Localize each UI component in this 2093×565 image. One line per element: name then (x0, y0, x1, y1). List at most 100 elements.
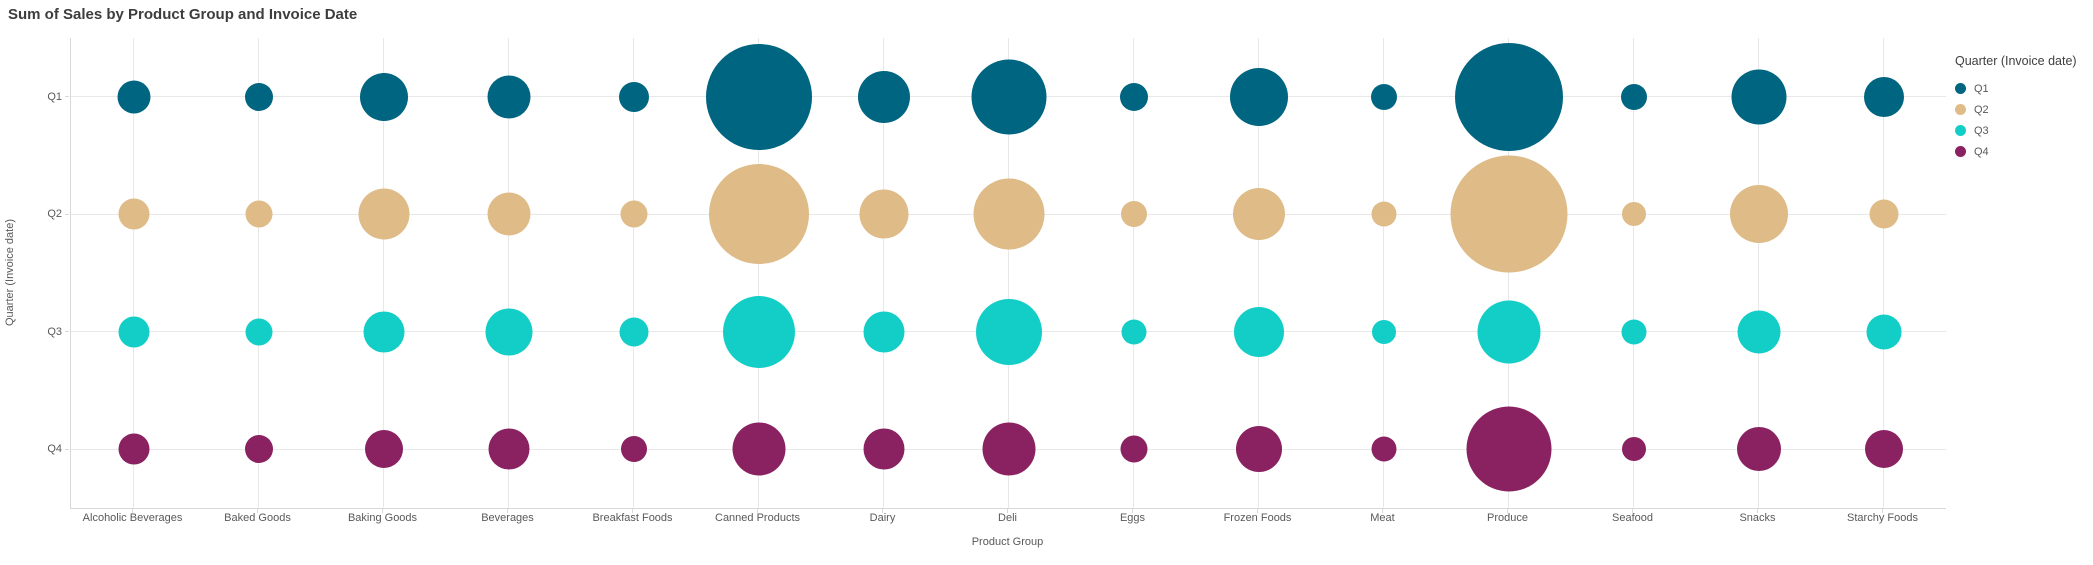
bubble-alcoholic-beverages-q1[interactable] (117, 80, 150, 114)
bubble-beverages-q3[interactable] (485, 308, 532, 356)
bubble-snacks-q4[interactable] (1736, 427, 1781, 472)
bubble-breakfast-foods-q4[interactable] (620, 436, 647, 463)
x-axis-label-baking-goods: Baking Goods (347, 512, 418, 524)
x-axis-tick (1882, 509, 1883, 513)
bubble-seafood-q3[interactable] (1621, 319, 1646, 345)
bubble-frozen-foods-q2[interactable] (1232, 188, 1285, 241)
vertical-gridline (883, 38, 884, 508)
bubble-dairy-q4[interactable] (863, 428, 904, 470)
x-axis-tick (757, 509, 758, 513)
bubble-alcoholic-beverages-q2[interactable] (118, 198, 149, 230)
bubble-frozen-foods-q1[interactable] (1229, 67, 1288, 126)
y-axis-tick (65, 213, 69, 215)
bubble-snacks-q3[interactable] (1737, 310, 1780, 354)
y-axis-tick (65, 96, 69, 98)
bubble-seafood-q4[interactable] (1621, 437, 1646, 462)
bubble-produce-q3[interactable] (1477, 300, 1540, 364)
bubble-seafood-q2[interactable] (1621, 202, 1646, 227)
legend-swatch-q2 (1955, 104, 1966, 115)
bubble-baked-goods-q3[interactable] (245, 318, 272, 346)
bubble-snacks-q1[interactable] (1731, 69, 1786, 125)
bubble-baking-goods-q4[interactable] (364, 430, 403, 469)
bubble-canned-products-q3[interactable] (722, 295, 795, 368)
bubble-starchy-foods-q1[interactable] (1863, 76, 1904, 117)
bubble-frozen-foods-q3[interactable] (1233, 306, 1284, 357)
bubble-beverages-q1[interactable] (487, 75, 530, 119)
x-axis-tick (1632, 509, 1633, 513)
bubble-starchy-foods-q4[interactable] (1864, 430, 1903, 469)
bubble-dairy-q2[interactable] (859, 189, 908, 239)
bubble-deli-q3[interactable] (975, 298, 1042, 365)
bubble-eggs-q3[interactable] (1121, 319, 1146, 345)
bubble-baked-goods-q2[interactable] (245, 200, 272, 228)
legend-item-q4[interactable]: Q4 (1955, 141, 2090, 162)
bubble-produce-q2[interactable] (1450, 155, 1567, 273)
bubble-canned-products-q4[interactable] (732, 422, 785, 476)
x-axis-tick-labels: Alcoholic Beverages Baked Goods Baking Goo… (70, 512, 1945, 526)
bubble-eggs-q2[interactable] (1120, 201, 1147, 228)
bubble-eggs-q1[interactable] (1119, 82, 1148, 111)
bubble-meat-q3[interactable] (1371, 319, 1396, 344)
bubble-snacks-q2[interactable] (1729, 185, 1788, 244)
y-axis-tick (65, 331, 69, 333)
bubble-starchy-foods-q3[interactable] (1866, 314, 1901, 350)
vertical-gridline (1758, 38, 1759, 508)
vertical-gridline (1258, 38, 1259, 508)
y-axis-ticks (65, 38, 69, 508)
bubble-produce-q1[interactable] (1454, 42, 1563, 151)
bubble-alcoholic-beverages-q3[interactable] (118, 316, 149, 348)
bubble-canned-products-q2[interactable] (708, 164, 809, 265)
bubble-breakfast-foods-q3[interactable] (619, 317, 648, 347)
bubble-baking-goods-q1[interactable] (359, 72, 408, 121)
x-axis-tick (257, 509, 258, 513)
bubble-breakfast-foods-q1[interactable] (618, 81, 649, 112)
x-axis-tick (1132, 509, 1133, 513)
x-axis-tick (1757, 509, 1758, 513)
legend-item-q2[interactable]: Q2 (1955, 99, 2090, 120)
legend-item-q1[interactable]: Q1 (1955, 78, 2090, 99)
x-axis-label-canned-products: Canned Products (715, 512, 800, 524)
bubble-canned-products-q1[interactable] (705, 43, 812, 150)
bubble-beverages-q4[interactable] (488, 428, 529, 470)
vertical-gridline (383, 38, 384, 508)
bubble-breakfast-foods-q2[interactable] (620, 200, 647, 228)
legend-label: Q4 (1974, 145, 1989, 158)
bubble-seafood-q1[interactable] (1620, 83, 1647, 110)
bubble-frozen-foods-q4[interactable] (1235, 426, 1282, 473)
bubble-meat-q4[interactable] (1371, 436, 1396, 462)
bubble-baking-goods-q3[interactable] (363, 311, 404, 353)
bubble-meat-q2[interactable] (1371, 201, 1396, 227)
bubble-deli-q4[interactable] (982, 422, 1035, 476)
x-axis-label-beverages: Beverages (481, 512, 534, 524)
x-axis-label-baked-goods: Baked Goods (224, 512, 291, 524)
legend-swatch-q4 (1955, 146, 1966, 157)
bubble-beverages-q2[interactable] (487, 192, 530, 236)
bubble-starchy-foods-q2[interactable] (1869, 199, 1898, 229)
bubble-eggs-q4[interactable] (1120, 435, 1147, 463)
plot-area (70, 38, 1946, 509)
bubble-dairy-q3[interactable] (863, 311, 904, 353)
legend-item-q3[interactable]: Q3 (1955, 120, 2090, 141)
vertical-gridline (758, 38, 759, 508)
bubble-meat-q1[interactable] (1370, 83, 1397, 110)
vertical-gridline (1133, 38, 1134, 508)
vertical-gridline (1633, 38, 1634, 508)
y-axis-label-q3: Q3 (47, 325, 62, 338)
x-axis-label-breakfast-foods: Breakfast Foods (592, 512, 673, 524)
vertical-gridline (508, 38, 509, 508)
bubble-baked-goods-q1[interactable] (244, 82, 273, 111)
x-axis-label-dairy: Dairy (869, 512, 896, 524)
vertical-gridline (258, 38, 259, 508)
bubble-baking-goods-q2[interactable] (358, 188, 409, 240)
bubble-produce-q4[interactable] (1466, 406, 1551, 492)
legend: Quarter (Invoice date) Q1 Q2 Q3 Q4 (1955, 54, 2090, 162)
bubble-alcoholic-beverages-q4[interactable] (118, 433, 149, 465)
x-axis-label-eggs: Eggs (1119, 512, 1146, 524)
x-axis-label-starchy-foods: Starchy Foods (1847, 512, 1918, 524)
bubble-dairy-q1[interactable] (857, 70, 910, 123)
bubble-deli-q1[interactable] (971, 59, 1046, 135)
x-axis-tick (1257, 509, 1258, 513)
bubble-baked-goods-q4[interactable] (244, 435, 273, 464)
bubble-deli-q2[interactable] (973, 178, 1044, 250)
